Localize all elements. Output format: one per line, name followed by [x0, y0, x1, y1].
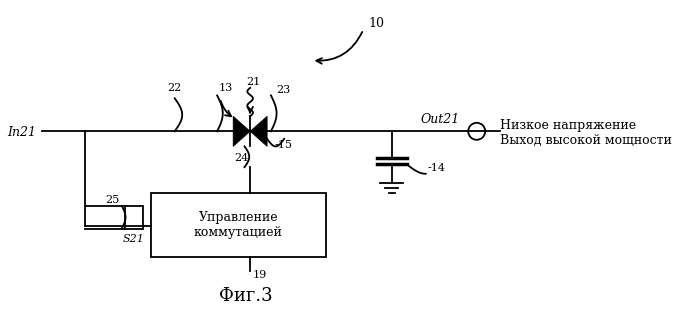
Text: 25: 25	[106, 195, 120, 205]
Bar	[125, 206, 144, 228]
Text: 23: 23	[276, 85, 290, 95]
Bar	[151, 193, 326, 257]
Text: -14: -14	[428, 163, 446, 173]
Text: Выход высокой мощности: Выход высокой мощности	[500, 134, 672, 147]
Text: Фиг.3: Фиг.3	[218, 288, 272, 306]
Text: Низкое напряжение: Низкое напряжение	[500, 119, 636, 132]
Text: 10: 10	[368, 17, 384, 30]
Text: S21: S21	[123, 234, 145, 244]
Text: 21: 21	[246, 77, 260, 87]
Text: 19: 19	[253, 270, 267, 280]
Text: 24: 24	[234, 153, 248, 163]
Polygon shape	[233, 116, 250, 146]
Text: 22: 22	[167, 83, 182, 93]
Text: In21: In21	[8, 126, 36, 139]
Text: -15: -15	[274, 141, 293, 150]
Text: Out21: Out21	[420, 113, 459, 126]
Text: 13: 13	[219, 83, 233, 93]
Text: Управление
коммутацией: Управление коммутацией	[194, 211, 283, 239]
Polygon shape	[250, 116, 267, 146]
